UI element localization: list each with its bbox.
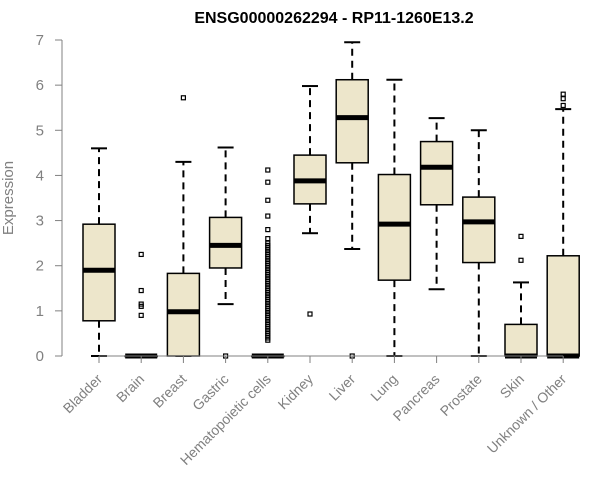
outlier-point	[560, 96, 566, 102]
box-pancreas	[419, 117, 454, 291]
y-tick-label: 5	[36, 122, 44, 139]
outlier-point	[265, 213, 271, 219]
outlier-point	[518, 257, 524, 263]
box-body	[546, 255, 580, 357]
boxes	[82, 41, 580, 359]
x-tick-label: Kidney	[275, 371, 317, 413]
outlier-point	[560, 91, 566, 97]
outlier-point	[518, 233, 524, 239]
outlier-point	[138, 251, 144, 258]
box-kidney	[293, 85, 327, 317]
y-tick-label: 2	[36, 258, 44, 275]
box-body	[208, 216, 243, 269]
box-liver	[335, 41, 369, 359]
y-tick-label: 1	[36, 303, 44, 320]
box-hematopoietic-cells	[251, 167, 285, 359]
box-prostate	[462, 129, 496, 357]
box-body	[166, 272, 201, 357]
box-body	[377, 173, 412, 281]
box-brain	[124, 251, 158, 359]
box-body	[462, 196, 496, 264]
outlier-point	[180, 95, 186, 101]
chart-title: ENSG00000262294 - RP11-1260E13.2	[194, 10, 473, 27]
outlier-point	[265, 227, 271, 233]
outlier-point	[265, 197, 271, 203]
box-skin	[504, 233, 538, 359]
x-tick-label: Pancreas	[390, 371, 443, 424]
y-axis-label: Expression	[0, 161, 17, 235]
x-tick-label: Breast	[150, 371, 190, 411]
y-tick-label: 0	[36, 348, 44, 365]
x-tick-label: Liver	[326, 371, 359, 404]
box-lung	[377, 78, 412, 357]
box-gastric	[208, 146, 243, 359]
outlier-point	[265, 236, 271, 242]
y-tick-label: 3	[36, 213, 44, 230]
outlier-point	[138, 301, 144, 307]
box-breast	[166, 95, 201, 357]
box-body	[419, 140, 454, 206]
box-unknown-other	[546, 91, 580, 359]
y-axis: 0 1 2 3 4 5 6 7	[36, 32, 63, 365]
x-tick-label: Bladder	[60, 371, 106, 417]
outlier-point	[138, 312, 144, 318]
outlier-point	[265, 167, 271, 173]
outlier-point	[265, 179, 271, 185]
x-tick-label: Brain	[113, 371, 147, 405]
box-bladder	[82, 147, 116, 357]
x-tick-label: Unknown / Other	[484, 371, 570, 457]
box-body	[504, 323, 538, 357]
box-body	[335, 78, 369, 164]
x-tick-label: Prostate	[437, 371, 485, 419]
y-tick-label: 7	[36, 32, 44, 49]
outlier-point	[560, 102, 566, 109]
outlier-point	[307, 311, 313, 317]
x-tick-label: Skin	[497, 371, 528, 402]
y-tick-label: 4	[36, 167, 44, 184]
x-tick-label: Lung	[367, 371, 400, 404]
y-tick-label: 6	[36, 77, 44, 94]
outlier-point	[138, 287, 144, 294]
